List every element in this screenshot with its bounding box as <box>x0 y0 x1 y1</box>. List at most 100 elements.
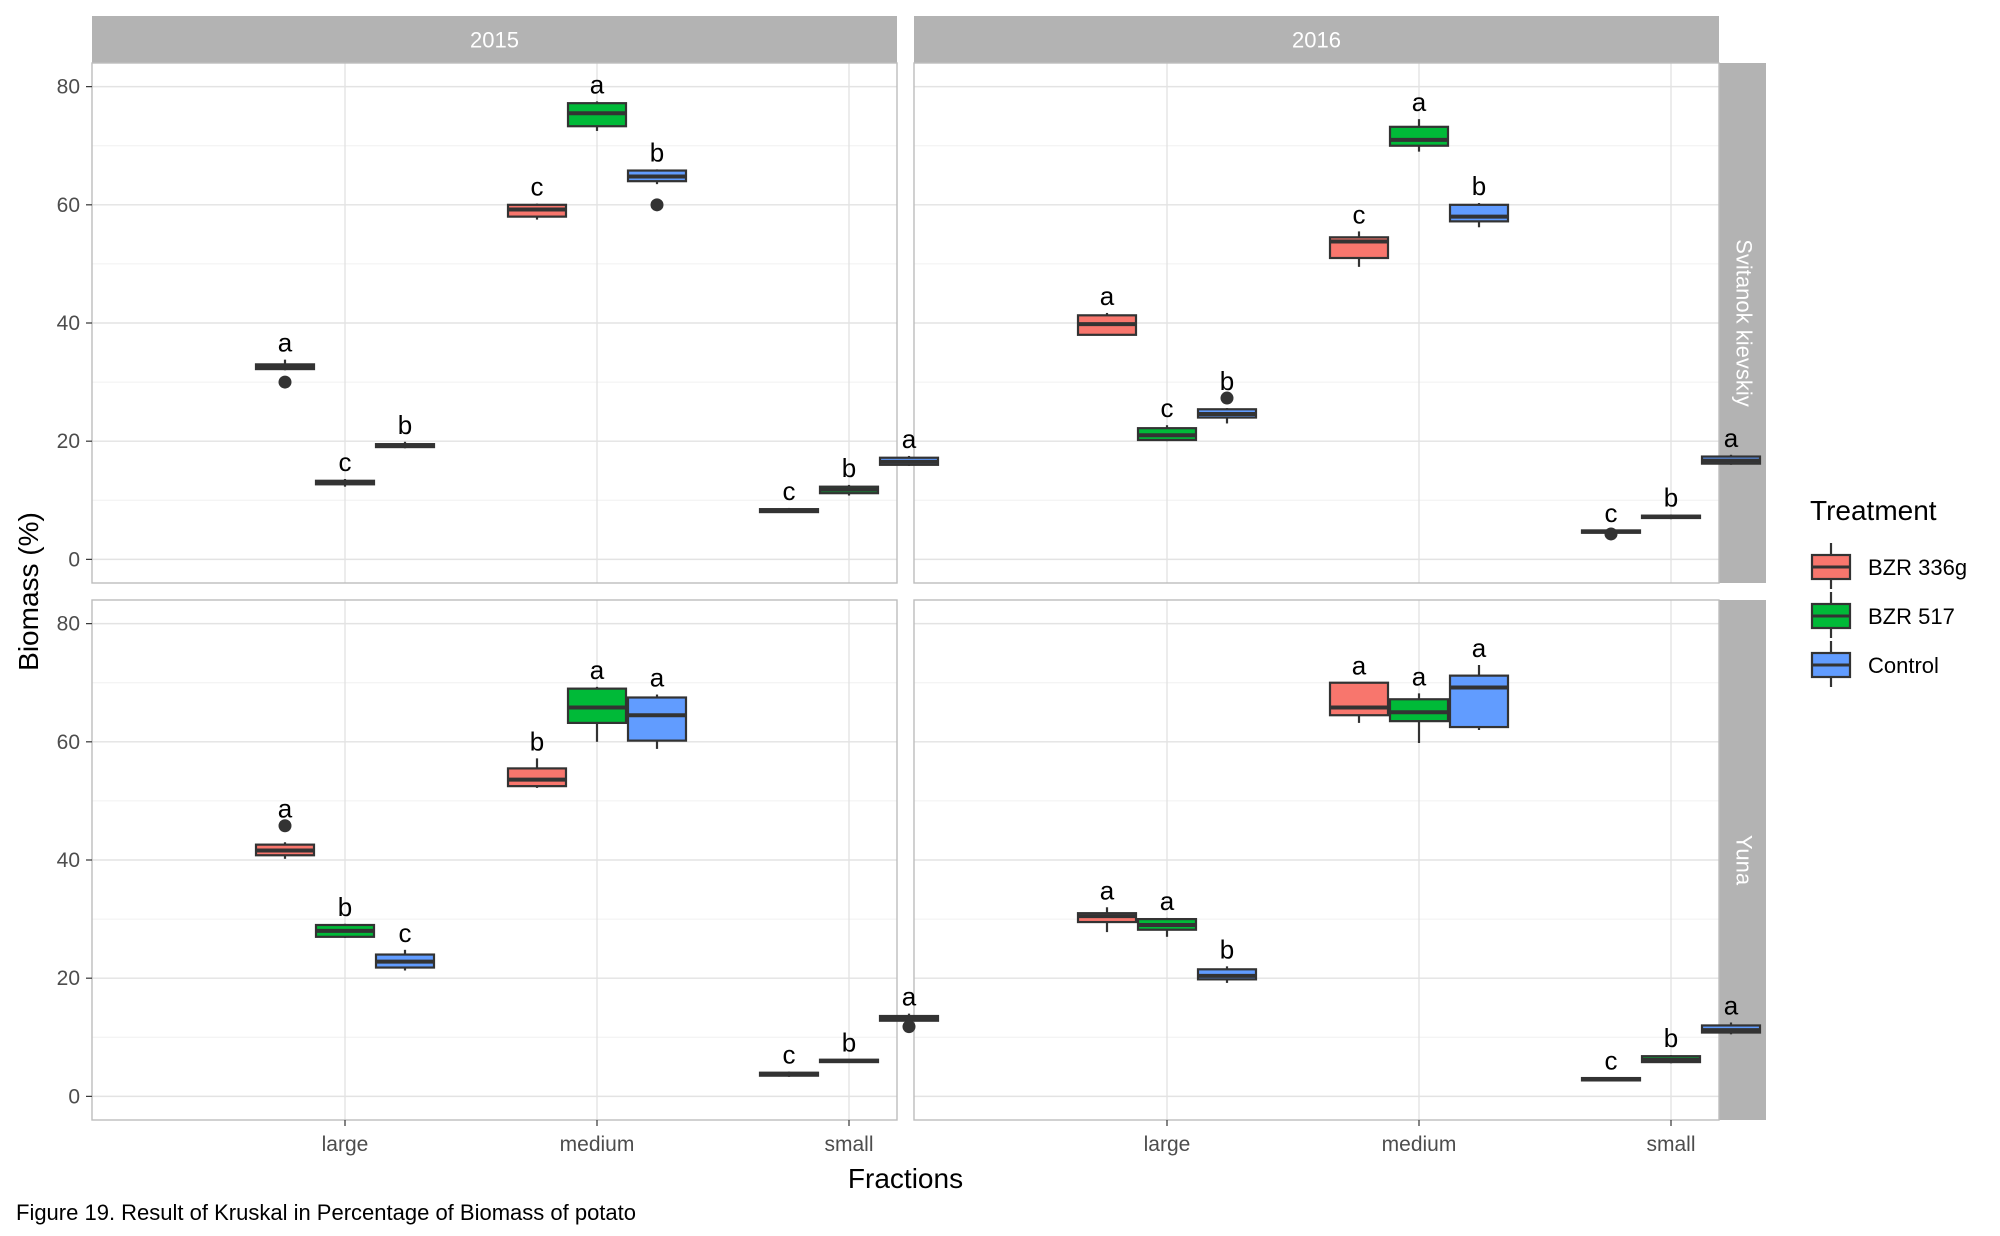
y-tick-label: 20 <box>57 967 80 990</box>
significance-letter: a <box>1724 423 1739 453</box>
box-large-bzr-517: c <box>1136 393 1198 442</box>
significance-letter: b <box>842 453 856 483</box>
significance-letter: b <box>1664 482 1678 512</box>
significance-letter: c <box>783 1040 796 1070</box>
box-medium-bzr-517: a <box>566 655 628 742</box>
panel-border <box>913 62 1720 584</box>
significance-letter: a <box>1100 281 1115 311</box>
significance-letter: b <box>1472 171 1486 201</box>
box-medium-bzr-336g: a <box>1328 651 1390 723</box>
box-medium-control: a <box>1448 633 1510 730</box>
y-tick-label: 80 <box>57 613 80 636</box>
box-large-bzr-517: a <box>1136 886 1198 937</box>
figure-caption: Figure 19. Result of Kruskal in Percenta… <box>16 1200 636 1225</box>
significance-letter: a <box>590 69 605 99</box>
facet-strip-2015 <box>92 16 897 63</box>
box-small-bzr-517: b <box>818 453 880 496</box>
significance-letter: a <box>1100 875 1115 905</box>
box-large-bzr-517: c <box>314 447 376 487</box>
box-large-control: b <box>374 410 436 449</box>
legend-item: BZR 517 <box>1810 592 1955 638</box>
row-strip-label: Svitanok kievskiy <box>1732 239 1757 407</box>
box-medium-bzr-517: a <box>1388 661 1450 743</box>
y-tick-label: 20 <box>57 430 80 453</box>
significance-letter: a <box>590 655 605 685</box>
row-strip-label: Yuna <box>1732 835 1757 886</box>
significance-letter: a <box>1160 886 1175 916</box>
y-axis-title: Biomass (%) <box>13 512 44 671</box>
legend-label: Control <box>1868 653 1939 678</box>
box-iqr <box>1448 203 1510 223</box>
box-small-bzr-336g: c <box>758 476 820 514</box>
box-small-control: a <box>1700 423 1762 465</box>
outlier-point <box>278 375 292 389</box>
significance-letter: c <box>399 918 412 948</box>
significance-letter: b <box>842 1028 856 1058</box>
significance-letter: a <box>1724 991 1739 1021</box>
y-tick-label: 40 <box>57 312 80 335</box>
legend-title: Treatment <box>1810 495 1937 526</box>
box-small-bzr-336g: c <box>758 1040 820 1077</box>
legend-label: BZR 517 <box>1868 604 1955 629</box>
box-small-bzr-517: b <box>818 1028 880 1064</box>
significance-letter: c <box>339 447 352 477</box>
box-large-control: b <box>1196 366 1258 424</box>
box-small-bzr-517: b <box>1640 482 1702 520</box>
significance-letter: a <box>278 794 293 824</box>
box-medium-bzr-336g: c <box>506 172 568 220</box>
significance-letter: a <box>1472 633 1487 663</box>
outlier-point <box>650 198 664 212</box>
box-iqr <box>1388 698 1450 723</box>
x-tick-label: medium <box>560 1133 635 1156</box>
significance-letter: c <box>783 476 796 506</box>
outlier-point <box>1220 391 1234 405</box>
y-tick-label: 0 <box>68 1085 80 1108</box>
significance-letter: b <box>338 892 352 922</box>
box-iqr <box>626 696 688 742</box>
box-small-bzr-517: b <box>1640 1023 1702 1064</box>
significance-letter: c <box>1353 199 1366 229</box>
facet-strip-label: 2015 <box>470 28 519 53</box>
legend-item: BZR 336g <box>1810 543 1967 589</box>
panel-border <box>913 599 1720 1121</box>
significance-letter: a <box>650 663 665 693</box>
outlier-point <box>902 1020 916 1034</box>
outlier-point <box>1604 527 1618 541</box>
row-strip <box>1719 63 1766 583</box>
box-medium-bzr-336g: c <box>1328 199 1390 267</box>
significance-letter: a <box>1412 661 1427 691</box>
outlier-point <box>278 819 292 833</box>
box-iqr <box>506 767 568 788</box>
significance-letter: a <box>278 328 293 358</box>
box-medium-control: a <box>626 663 688 749</box>
box-large-bzr-336g: a <box>1076 875 1138 933</box>
box-small-control: a <box>1700 991 1762 1035</box>
box-large-bzr-517: b <box>314 892 376 938</box>
box-small-bzr-336g: c <box>1580 1045 1642 1082</box>
significance-letter: b <box>1220 934 1234 964</box>
x-axis-title: Fractions <box>848 1163 963 1194</box>
y-tick-label: 60 <box>57 194 80 217</box>
box-large-bzr-336g: a <box>254 794 316 859</box>
significance-letter: b <box>1220 366 1234 396</box>
facet-strip-label: 2016 <box>1292 28 1341 53</box>
box-large-bzr-336g: a <box>1076 281 1138 336</box>
legend-label: BZR 336g <box>1868 555 1967 580</box>
significance-letter: b <box>530 726 544 756</box>
box-iqr <box>1328 681 1390 717</box>
x-tick-label: medium <box>1382 1133 1457 1156</box>
significance-letter: b <box>650 137 664 167</box>
significance-letter: c <box>1605 498 1618 528</box>
box-large-control: b <box>1196 934 1258 983</box>
significance-letter: b <box>398 410 412 440</box>
box-small-bzr-336g: c <box>1580 498 1642 541</box>
x-tick-label: small <box>1646 1133 1695 1156</box>
y-tick-label: 40 <box>57 849 80 872</box>
x-tick-label: large <box>1144 1133 1191 1156</box>
box-medium-bzr-517: a <box>566 69 628 131</box>
significance-letter: c <box>1161 393 1174 423</box>
significance-letter: a <box>1412 87 1427 117</box>
significance-letter: a <box>902 982 917 1012</box>
box-small-control: a <box>878 982 940 1034</box>
